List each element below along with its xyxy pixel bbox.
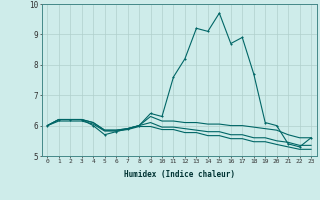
X-axis label: Humidex (Indice chaleur): Humidex (Indice chaleur) <box>124 170 235 179</box>
